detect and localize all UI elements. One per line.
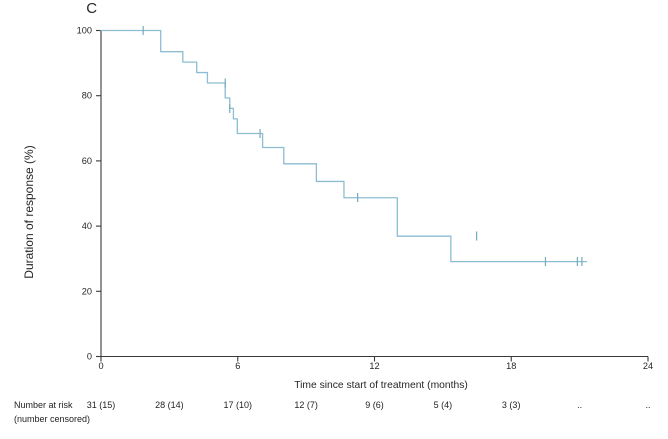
svg-text:100: 100 bbox=[77, 26, 92, 36]
svg-text:12: 12 bbox=[369, 361, 379, 371]
svg-text:Time since start of treatment: Time since start of treatment (months) bbox=[294, 380, 468, 391]
svg-text:60: 60 bbox=[82, 156, 92, 166]
svg-text:0: 0 bbox=[87, 352, 92, 362]
svg-text:6: 6 bbox=[235, 361, 240, 371]
svg-text:C: C bbox=[86, 0, 97, 17]
svg-text:Duration of response (%): Duration of response (%) bbox=[22, 145, 36, 278]
svg-text:0: 0 bbox=[98, 361, 103, 371]
svg-text:80: 80 bbox=[82, 91, 92, 101]
svg-text:18: 18 bbox=[506, 361, 516, 371]
svg-text:40: 40 bbox=[82, 221, 92, 231]
svg-text:20: 20 bbox=[82, 286, 92, 296]
svg-text:24: 24 bbox=[643, 361, 653, 371]
